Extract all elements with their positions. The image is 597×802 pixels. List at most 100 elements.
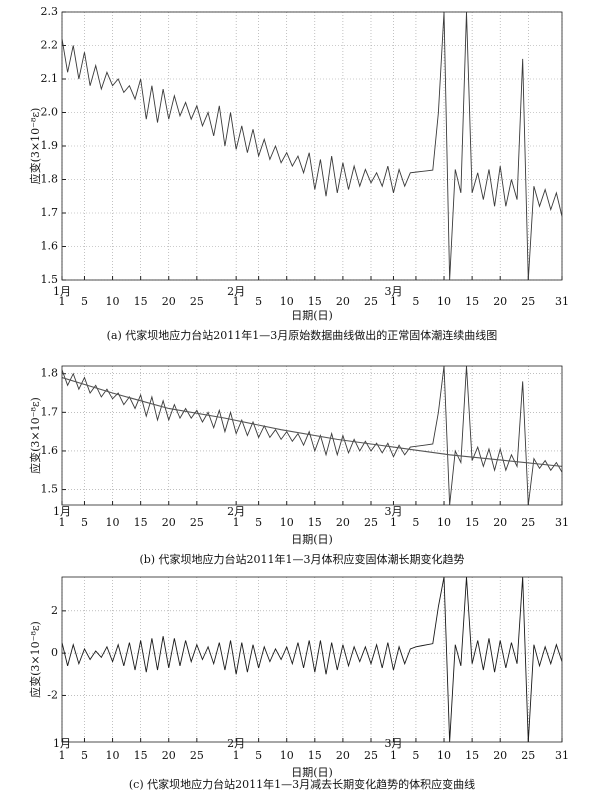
x-tick-label: 25 xyxy=(521,295,535,308)
x-tick-label: 20 xyxy=(493,295,507,308)
x-tick-label: 5 xyxy=(412,516,419,529)
x-tick-label: 5 xyxy=(81,295,88,308)
x-tick-label: 1 xyxy=(59,295,66,308)
x-tick-label: 15 xyxy=(308,295,322,308)
x-tick-label: 15 xyxy=(308,516,322,529)
x-axis-label: 日期(日) xyxy=(291,309,333,322)
x-tick-label: 20 xyxy=(336,295,350,308)
x-tick-label: 25 xyxy=(521,749,535,762)
x-tick-label: 10 xyxy=(106,749,120,762)
x-tick-label: 20 xyxy=(336,516,350,529)
x-tick-label: 20 xyxy=(162,516,176,529)
y-axis-label: 应变(3×10⁻⁸ε) xyxy=(28,108,42,185)
month-label: 2月 xyxy=(227,737,245,750)
x-tick-label: 10 xyxy=(280,516,294,529)
x-tick-label: 25 xyxy=(521,516,535,529)
x-tick-label: 5 xyxy=(81,749,88,762)
x-tick-label: 10 xyxy=(106,295,120,308)
x-tick-label: 1 xyxy=(233,749,240,762)
x-axis-label: 日期(日) xyxy=(291,533,333,546)
y-tick-label: 1.8 xyxy=(41,367,59,380)
x-tick-label: 5 xyxy=(81,516,88,529)
x-tick-label: 5 xyxy=(255,516,262,529)
y-tick-label: 2.1 xyxy=(41,72,59,85)
data-line xyxy=(62,12,562,280)
x-tick-label: 10 xyxy=(280,295,294,308)
y-tick-label: 1.7 xyxy=(41,206,59,219)
month-label: 1月 xyxy=(53,285,71,298)
plot-frame xyxy=(61,365,563,506)
y-tick-label: 0 xyxy=(51,646,58,659)
y-tick-label: 1.6 xyxy=(41,444,59,457)
y-tick-label: 1.8 xyxy=(41,173,59,186)
x-tick-label: 25 xyxy=(190,749,204,762)
x-tick-label: 31 xyxy=(555,749,569,762)
x-tick-label: 25 xyxy=(364,295,378,308)
plot-frame xyxy=(61,576,563,743)
x-tick-label: 15 xyxy=(465,295,479,308)
x-tick-label: 10 xyxy=(437,749,451,762)
y-tick-label: 2.3 xyxy=(41,5,59,18)
month-label: 1月 xyxy=(53,505,71,518)
x-tick-label: 10 xyxy=(437,516,451,529)
x-tick-label: 25 xyxy=(364,516,378,529)
x-axis-label: 日期(日) xyxy=(291,766,333,779)
x-tick-label: 20 xyxy=(162,295,176,308)
x-tick-label: 15 xyxy=(134,295,148,308)
y-tick-label: 2 xyxy=(51,604,58,617)
y-tick-label: 1.9 xyxy=(41,139,59,152)
month-label: 2月 xyxy=(227,285,245,298)
x-tick-label: 1 xyxy=(59,749,66,762)
chart-panel: 1.51.61.71.81 5 10 15 20 25 1 5 10 15 20 25 1 5 10 15 20… xyxy=(28,365,569,566)
x-tick-label: 31 xyxy=(555,295,569,308)
x-tick-label: 25 xyxy=(190,295,204,308)
x-tick-label: 20 xyxy=(336,749,350,762)
x-tick-label: 5 xyxy=(255,295,262,308)
x-tick-label: 15 xyxy=(308,749,322,762)
x-tick-label: 1 xyxy=(390,749,397,762)
y-axis-label: 应变(3×10⁻⁸ε) xyxy=(28,621,42,698)
y-tick-label: 1.5 xyxy=(41,273,59,286)
y-axis-label: 应变(3×10⁻⁸ε) xyxy=(28,397,42,474)
x-tick-label: 10 xyxy=(437,295,451,308)
x-tick-label: 5 xyxy=(412,295,419,308)
x-tick-label: 10 xyxy=(106,516,120,529)
x-tick-label: 31 xyxy=(555,516,569,529)
month-label: 3月 xyxy=(384,505,402,518)
month-label: 3月 xyxy=(384,285,402,298)
x-tick-label: 15 xyxy=(134,749,148,762)
plot-frame xyxy=(61,11,563,281)
chart-panel: 1.51.61.71.81.92.02.12.22.31 5 10 15 20 25 1 5 1… xyxy=(28,5,569,342)
x-tick-label: 25 xyxy=(190,516,204,529)
x-tick-label: 1 xyxy=(233,295,240,308)
data-line xyxy=(62,377,562,467)
x-tick-label: 1 xyxy=(233,516,240,529)
x-tick-label: 1 xyxy=(390,295,397,308)
x-tick-label: 1 xyxy=(59,516,66,529)
x-tick-label: 25 xyxy=(364,749,378,762)
data-line xyxy=(62,366,562,505)
x-tick-label: 15 xyxy=(465,749,479,762)
month-label: 3月 xyxy=(384,737,402,750)
y-tick-label: 2.0 xyxy=(41,106,59,119)
x-tick-label: 5 xyxy=(412,749,419,762)
y-tick-label: 2.2 xyxy=(41,39,59,52)
y-tick-label: 1.6 xyxy=(41,240,59,253)
x-tick-label: 15 xyxy=(134,516,148,529)
x-tick-label: 20 xyxy=(162,749,176,762)
x-tick-label: 20 xyxy=(493,516,507,529)
x-tick-label: 5 xyxy=(255,749,262,762)
x-tick-label: 1 xyxy=(390,516,397,529)
month-label: 1月 xyxy=(53,737,71,750)
caption: (a) 代家坝地应力台站2011年1—3月原始数据曲线做出的正常固体潮连续曲线图 xyxy=(107,328,498,342)
month-label: 2月 xyxy=(227,505,245,518)
x-tick-label: 20 xyxy=(493,749,507,762)
caption: (b) 代家坝地应力台站2011年1—3月体积应变固体潮长期变化趋势 xyxy=(139,552,464,566)
caption: (c) 代家坝地应力台站2011年1—3月减去长期变化趋势的体积应变曲线 xyxy=(129,777,475,791)
data-line xyxy=(62,577,562,742)
y-tick-label: -2 xyxy=(47,688,58,701)
x-tick-label: 15 xyxy=(465,516,479,529)
x-tick-label: 10 xyxy=(280,749,294,762)
